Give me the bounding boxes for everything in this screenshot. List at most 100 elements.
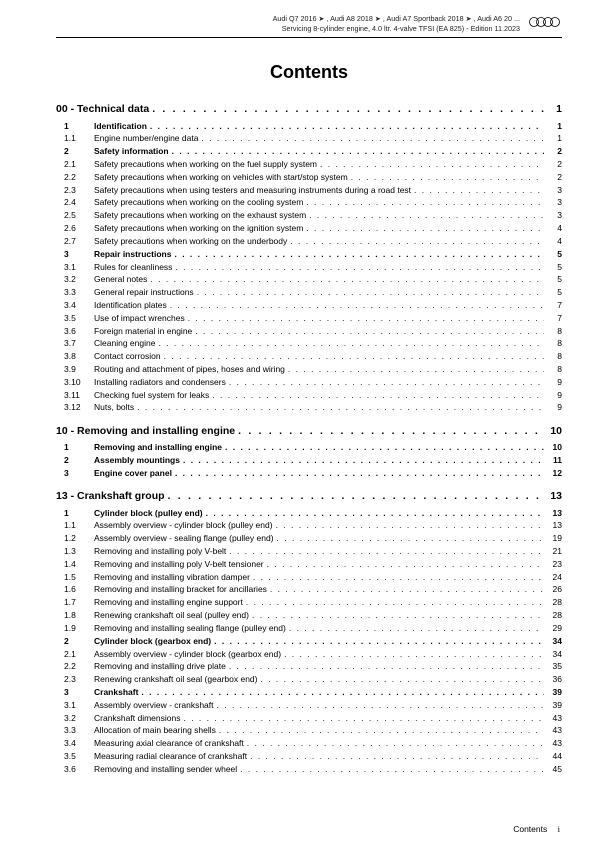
toc-entry-page: 11 [544,455,562,466]
toc-entry-label: Measuring axial clearance of crankshaft [94,738,244,749]
toc-entry-page: 7 [544,313,562,324]
toc-section: 1Cylinder block (pulley end) . . . . . .… [56,508,562,519]
toc-entry-label: Renewing crankshaft oil seal (pulley end… [94,610,249,621]
toc-entry-label: Nuts, bolts [94,402,134,413]
toc-entry-page: 8 [544,326,562,337]
toc-item: 1.1Assembly overview - cylinder block (p… [56,520,562,531]
toc-entry-page: 13 [544,508,562,519]
toc-entry-label: Safety precautions when using testers an… [94,185,411,196]
toc-entry-number: 2.7 [56,236,94,247]
toc-entry-page: 5 [544,262,562,273]
toc-entry-number: 3.5 [56,313,94,324]
toc-leader-dots: . . . . . . . . . . . . . . . . . . . . … [172,468,544,479]
toc-leader-dots: . . . . . . . . . . . . . . . . . . . . … [192,326,544,337]
page-footer: Contents i [513,824,560,834]
toc-item: 3.10Installing radiators and condensers … [56,377,562,388]
toc-entry-number: 3.9 [56,364,94,375]
toc-entry-number: 3.4 [56,738,94,749]
toc-entry-label: Assembly overview - cylinder block (gear… [94,649,281,660]
toc-entry-label: Removing and installing drive plate [94,661,226,672]
toc-item: 2.7Safety precautions when working on th… [56,236,562,247]
toc-item: 1.6Removing and installing bracket for a… [56,584,562,595]
toc-entry-number: 3.1 [56,262,94,273]
header-line-1: Audi Q7 2016 ➤ , Audi A8 2018 ➤ , Audi A… [273,14,520,24]
toc-entry-number: 2.1 [56,649,94,660]
toc-item: 2.3Safety precautions when using testers… [56,185,562,196]
toc-item: 3.3Allocation of main bearing shells . .… [56,725,562,736]
toc-entry-page: 45 [544,764,562,775]
toc-entry-number: 1.3 [56,546,94,557]
toc-leader-dots: . . . . . . . . . . . . . . . . . . . . … [214,700,544,711]
toc-item: 3.2General notes . . . . . . . . . . . .… [56,274,562,285]
toc-leader-dots: . . . . . . . . . . . . . . . . . . . . … [285,364,544,375]
toc-entry-label: Installing radiators and condensers [94,377,226,388]
toc-entry-number: 1.1 [56,133,94,144]
toc-leader-dots: . . . . . . . . . . . . . . . . . . . . … [303,223,544,234]
toc-chapter: 10 - Removing and installing engine . . … [56,425,562,438]
toc-item: 1.9Removing and installing sealing flang… [56,623,562,634]
toc-entry-page: 8 [544,351,562,362]
toc-entry-label: Repair instructions [94,249,171,260]
page-title: Contents [56,62,562,83]
toc-item: 3.5Measuring radial clearance of cranksh… [56,751,562,762]
toc-section: 2Assembly mountings . . . . . . . . . . … [56,455,562,466]
toc-entry-number: 1.5 [56,572,94,583]
toc-entry-page: 24 [544,572,562,583]
toc-entry-number: 1.6 [56,584,94,595]
toc-leader-dots: . . . . . . . . . . . . . . . . . . . . … [185,313,544,324]
toc-leader-dots: . . . . . . . . . . . . . . . . . . . . … [180,713,544,724]
toc-leader-dots: . . . . . . . . . . . . . . . . . . . . … [211,636,544,647]
toc-entry-number: 1.9 [56,623,94,634]
toc-item: 2.4Safety precautions when working on th… [56,197,562,208]
toc-entry-page: 8 [544,338,562,349]
toc-entry-page: 43 [544,738,562,749]
toc-entry-label: Identification plates [94,300,167,311]
toc-entry-number: 3.10 [56,377,94,388]
toc-entry-page: 9 [544,377,562,388]
toc-entry-number: 3.6 [56,326,94,337]
toc-section: 2Cylinder block (gearbox end) . . . . . … [56,636,562,647]
toc-item: 1.2Assembly overview - sealing flange (p… [56,533,562,544]
toc-item: 3.6Foreign material in engine . . . . . … [56,326,562,337]
toc-section: 1Removing and installing engine . . . . … [56,442,562,453]
toc-entry-label: Removing and installing engine support [94,597,243,608]
toc-item: 1.4Removing and installing poly V-belt t… [56,559,562,570]
toc-leader-dots: . . . . . . . . . . . . . . . . . . . . … [237,764,544,775]
toc-entry-page: 10 [544,442,562,453]
toc-entry-page: 12 [544,468,562,479]
toc-entry-number: 2.6 [56,223,94,234]
toc-chapter: 13 - Crankshaft group . . . . . . . . . … [56,490,562,503]
toc-leader-dots: . . . . . . . . . . . . . . . . . . . . … [247,751,544,762]
toc-entry-number: 2 [56,146,94,157]
toc-section: 3Engine cover panel . . . . . . . . . . … [56,468,562,479]
toc-leader-dots: . . . . . . . . . . . . . . . . . . . . … [149,103,544,116]
toc-leader-dots: . . . . . . . . . . . . . . . . . . . . … [348,172,544,183]
toc-entry-page: 1 [544,121,562,132]
toc-item: 3.8Contact corrosion . . . . . . . . . .… [56,351,562,362]
toc-entry-label: Assembly overview - cylinder block (pull… [94,520,273,531]
toc-leader-dots: . . . . . . . . . . . . . . . . . . . . … [147,274,544,285]
toc-entry-number: 1.2 [56,533,94,544]
toc-entry-number: 2 [56,455,94,466]
toc-leader-dots: . . . . . . . . . . . . . . . . . . . . … [244,738,544,749]
toc-item: 3.9Routing and attachment of pipes, hose… [56,364,562,375]
toc-entry-label: Removing and installing bracket for anci… [94,584,267,595]
toc-item: 2.6Safety precautions when working on th… [56,223,562,234]
toc-section: 2Safety information . . . . . . . . . . … [56,146,562,157]
toc-entry-number: 1.1 [56,520,94,531]
toc-entry-label: Identification [94,121,147,132]
toc-entry-page: 3 [544,197,562,208]
toc-entry-number: 3.2 [56,713,94,724]
toc-entry-label: Removing and installing poly V-belt [94,546,226,557]
toc-chapter-heading: 00 - Technical data [56,103,149,116]
toc-entry-number: 2.3 [56,674,94,685]
toc-entry-number: 3.1 [56,700,94,711]
toc-item: 3.7Cleaning engine . . . . . . . . . . .… [56,338,562,349]
toc-entry-page: 34 [544,636,562,647]
toc-entry-page: 39 [544,700,562,711]
toc-entry-page: 10 [544,425,562,438]
toc-leader-dots: . . . . . . . . . . . . . . . . . . . . … [235,425,544,438]
toc-leader-dots: . . . . . . . . . . . . . . . . . . . . … [249,610,544,621]
toc-leader-dots: . . . . . . . . . . . . . . . . . . . . … [411,185,544,196]
toc-entry-page: 28 [544,610,562,621]
